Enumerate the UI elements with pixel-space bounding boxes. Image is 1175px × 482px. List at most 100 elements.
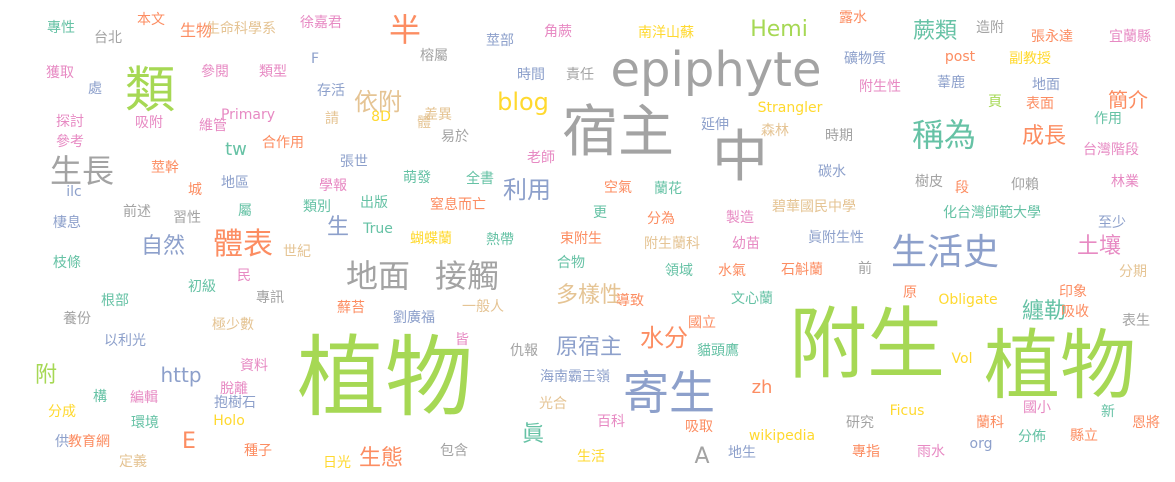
cloud-word: 束附生 (560, 231, 602, 247)
cloud-word: 皆 (455, 332, 469, 348)
cloud-word: 萌發 (403, 170, 431, 186)
cloud-word: 原 (903, 285, 917, 301)
cloud-word: 參考 (56, 134, 84, 150)
cloud-word: 教育網 (68, 434, 110, 450)
cloud-word: 依附 (354, 88, 402, 116)
cloud-word: 光合 (539, 396, 567, 412)
cloud-word: post (944, 49, 976, 65)
cloud-word: 存活 (317, 83, 345, 99)
cloud-word: 貓頭鷹 (697, 343, 739, 359)
cloud-word: 合作用 (262, 135, 304, 151)
cloud-word: 專性 (47, 20, 75, 36)
cloud-word: 石斛蘭 (781, 262, 823, 278)
cloud-word: 環境 (131, 415, 159, 431)
cloud-word: 榕屬 (420, 48, 448, 64)
cloud-word: 世紀 (283, 244, 311, 260)
cloud-word: 地生 (728, 445, 756, 461)
cloud-word: 表生 (1122, 313, 1150, 329)
cloud-word: 吸收 (1061, 304, 1089, 320)
cloud-word: 生 (326, 215, 350, 240)
cloud-word: 蕨類 (912, 19, 958, 44)
cloud-word: 仇報 (510, 343, 538, 359)
cloud-word: 資料 (240, 358, 268, 374)
cloud-word: 學報 (319, 178, 347, 194)
cloud-word: Strangler (757, 100, 823, 116)
cloud-word: 國立 (688, 315, 716, 331)
cloud-word: org (969, 436, 993, 452)
cloud-word: ilc (66, 184, 82, 200)
cloud-word: 8D (371, 109, 391, 125)
cloud-word: 生命科學系 (206, 21, 276, 37)
cloud-word: 研究 (846, 415, 874, 431)
cloud-word: 雨水 (917, 444, 945, 460)
cloud-word: Ficus (889, 403, 925, 419)
cloud-word: 葦鹿 (937, 75, 965, 91)
cloud-word: 生物 (179, 21, 213, 40)
cloud-word: 窒息而亡 (430, 197, 486, 213)
cloud-word: 眞附生性 (808, 230, 864, 246)
cloud-word: 半 (388, 11, 422, 49)
cloud-word: 抱樹石 (214, 395, 256, 411)
cloud-word: 莖幹 (151, 160, 179, 176)
cloud-word: 原宿主 (555, 335, 623, 360)
cloud-word: 纏勒 (1021, 299, 1067, 324)
cloud-word: F (310, 51, 320, 67)
cloud-word: 定義 (119, 454, 147, 470)
cloud-word: 林業 (1111, 174, 1139, 190)
cloud-word: 台灣階段 (1083, 142, 1139, 158)
cloud-word: 印象 (1059, 284, 1087, 300)
cloud-word: 百科 (597, 414, 625, 430)
cloud-word: 利用 (503, 176, 551, 204)
cloud-word: 合物 (557, 255, 585, 271)
cloud-word: Hemi (750, 17, 808, 42)
cloud-word: 接觸 (434, 257, 500, 295)
cloud-word: 蘭花 (654, 181, 682, 197)
cloud-word: 分成 (48, 404, 76, 420)
cloud-word: 角蕨 (544, 24, 572, 40)
cloud-word: 類別 (303, 199, 331, 215)
cloud-word: 分為 (647, 211, 675, 227)
cloud-word: 以利光 (104, 333, 146, 349)
cloud-word: 城 (188, 182, 202, 198)
cloud-word: 分期 (1119, 264, 1147, 280)
cloud-word: 專訊 (256, 290, 284, 306)
cloud-word: 處 (88, 81, 102, 97)
cloud-word: zh (751, 377, 773, 398)
cloud-word: 種子 (244, 443, 272, 459)
cloud-word: Primary (220, 107, 276, 123)
cloud-word: 附 (34, 363, 58, 388)
cloud-word: http (160, 363, 202, 387)
cloud-word: 寄生 (623, 366, 715, 420)
cloud-word: 生態 (358, 446, 404, 471)
cloud-word: 生活 (577, 449, 605, 465)
cloud-word: 參閱 (201, 64, 229, 80)
cloud-word: 作用 (1094, 111, 1122, 127)
cloud-word: 構 (93, 389, 107, 405)
cloud-word: 稱為 (911, 116, 977, 154)
cloud-word: 吸取 (685, 419, 713, 435)
cloud-word: 蘚苔 (337, 300, 365, 316)
cloud-word: wikipedia (748, 428, 816, 444)
cloud-word: tw (225, 139, 247, 160)
cloud-word: 頁 (988, 94, 1002, 110)
cloud-word: A (694, 444, 710, 469)
cloud-word: 屬 (238, 203, 252, 219)
cloud-word: 礦物質 (844, 51, 886, 67)
cloud-word: E (182, 429, 196, 454)
cloud-word: 國小 (1023, 400, 1051, 416)
cloud-word: 段 (955, 180, 969, 196)
cloud-word: 恩將 (1132, 415, 1160, 431)
cloud-word: 時期 (825, 128, 853, 144)
cloud-word: 莖部 (486, 33, 514, 49)
cloud-word: 碳水 (818, 164, 846, 180)
cloud-word: 專指 (852, 444, 880, 460)
cloud-word: 枝條 (53, 255, 81, 271)
cloud-word: 領域 (665, 263, 693, 279)
cloud-word: 全書 (466, 171, 494, 187)
cloud-word: Obligate (938, 292, 998, 308)
cloud-word: 製造 (726, 210, 754, 226)
cloud-word: 表面 (1026, 96, 1054, 112)
cloud-word: 張永達 (1031, 29, 1073, 45)
cloud-word: 初級 (188, 279, 216, 295)
